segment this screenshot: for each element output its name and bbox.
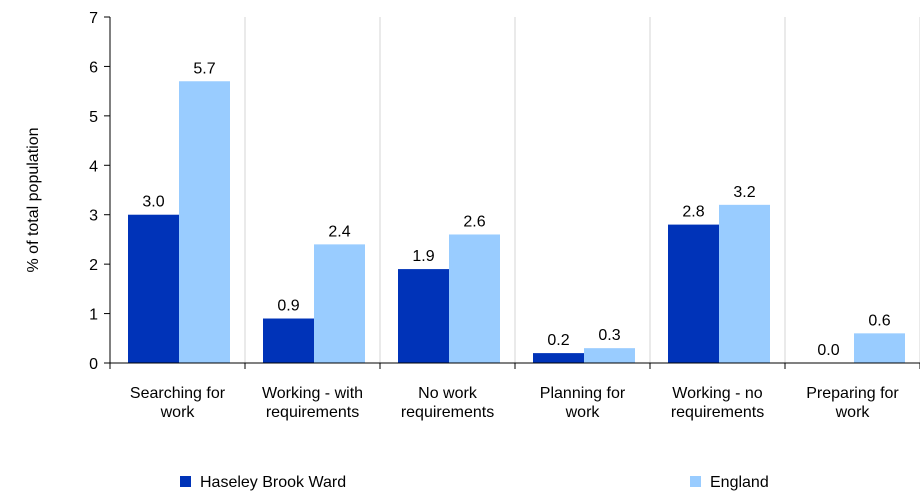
legend-label: England [710, 474, 769, 491]
bar-england [449, 234, 500, 363]
data-label: 0.2 [547, 332, 569, 349]
category-label: No work requirements [401, 385, 494, 421]
data-labels: 3.0 0.9 1.9 0.2 2.8 0.0 5.7 2.4 2.6 0.3 3.2 0.6 [142, 60, 890, 359]
data-label: 0.9 [277, 298, 299, 315]
bar-ward [128, 214, 179, 363]
legend-swatch [690, 476, 701, 487]
data-label: 2.8 [682, 204, 704, 221]
category-label: Searching for work [130, 385, 226, 421]
category-label: Working - no requirements [671, 385, 764, 421]
legend-swatch [180, 476, 191, 487]
bar-england [179, 81, 230, 363]
y-tick-label: 0 [89, 356, 98, 373]
data-label: 2.6 [463, 213, 485, 230]
bar-england [719, 204, 770, 363]
data-label: 1.9 [412, 248, 434, 265]
y-tick-label: 5 [89, 109, 98, 126]
category-label: Working - with requirements [262, 385, 363, 421]
y-tick-label: 7 [89, 10, 98, 27]
bars [128, 81, 905, 363]
y-axis-label: % of total population [25, 128, 42, 273]
bar-ward [398, 269, 449, 363]
bar-england [314, 244, 365, 363]
y-tick-label: 6 [89, 59, 98, 76]
category-label: Planning for work [540, 385, 626, 421]
category-labels: Searching for work Working - with requireme… [130, 385, 900, 421]
y-tick-label: 2 [89, 257, 98, 274]
category-label: Preparing for work [806, 385, 899, 421]
y-tick-label: 3 [89, 208, 98, 225]
data-label: 0.3 [598, 327, 620, 344]
y-tick-labels: 0 1 2 3 4 5 6 7 [89, 10, 98, 373]
legend-label: Haseley Brook Ward [200, 474, 346, 491]
y-tick-label: 1 [89, 307, 98, 324]
axes [104, 16, 920, 369]
data-label: 3.0 [142, 194, 164, 211]
bar-ward [263, 318, 314, 363]
bar-england [854, 333, 905, 363]
y-tick-label: 4 [89, 158, 98, 175]
grid-lines [244, 17, 920, 363]
legend: Haseley Brook Ward England [180, 474, 769, 491]
data-label: 3.2 [733, 184, 755, 201]
data-label: 0.0 [817, 342, 839, 359]
data-label: 0.6 [868, 312, 890, 329]
bar-ward [668, 224, 719, 363]
bar-england [584, 348, 635, 363]
data-label: 5.7 [193, 60, 215, 77]
data-label: 2.4 [328, 223, 350, 240]
bar-ward [533, 353, 584, 363]
